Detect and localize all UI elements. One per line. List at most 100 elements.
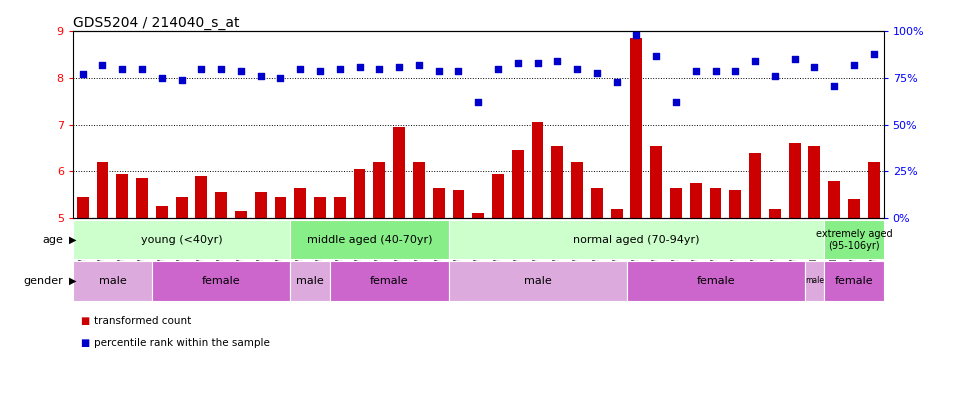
Text: male: male [98, 276, 126, 286]
Bar [670, 188, 682, 218]
Point [292, 66, 308, 72]
Bar [809, 146, 820, 218]
Point [649, 53, 664, 59]
Point [134, 66, 150, 72]
Point [727, 68, 743, 74]
Point [471, 99, 486, 105]
Bar [848, 199, 860, 218]
Bar [630, 39, 643, 218]
Text: female: female [370, 276, 409, 286]
Text: percentile rank within the sample: percentile rank within the sample [94, 338, 270, 348]
Point [352, 64, 367, 70]
Point [807, 64, 822, 70]
Bar [452, 190, 464, 218]
Bar [611, 209, 622, 218]
Bar [353, 169, 365, 218]
Text: female: female [835, 276, 873, 286]
Point [391, 64, 407, 70]
Point [233, 68, 249, 74]
Point [431, 68, 447, 74]
Bar [472, 213, 485, 218]
Text: transformed count: transformed count [94, 316, 191, 326]
Bar [824, 261, 884, 301]
Point [411, 62, 426, 68]
Bar [330, 261, 449, 301]
Point [846, 62, 861, 68]
Bar [77, 197, 88, 218]
Text: female: female [696, 276, 735, 286]
Bar [195, 176, 207, 218]
Text: male: male [296, 276, 324, 286]
Point [550, 58, 565, 64]
Point [688, 68, 704, 74]
Point [589, 69, 605, 75]
Point [214, 66, 229, 72]
Bar [651, 146, 662, 218]
Text: female: female [202, 276, 241, 286]
Bar [314, 197, 326, 218]
Text: ▶: ▶ [69, 235, 77, 245]
Text: middle aged (40-70yr): middle aged (40-70yr) [307, 235, 432, 245]
Point [510, 60, 525, 66]
Point [826, 83, 842, 89]
Point [313, 68, 328, 74]
Text: young (<40yr): young (<40yr) [141, 235, 222, 245]
Bar [449, 220, 824, 259]
Bar [235, 211, 247, 218]
Bar [824, 220, 884, 259]
Bar [393, 127, 405, 218]
Text: male: male [523, 276, 552, 286]
Bar [136, 178, 148, 218]
Point [530, 60, 546, 66]
Bar [689, 183, 702, 218]
Point [569, 66, 585, 72]
Point [708, 68, 723, 74]
Point [154, 75, 170, 81]
Text: extremely aged
(95-106yr): extremely aged (95-106yr) [816, 229, 892, 250]
Bar [275, 197, 286, 218]
Text: ▶: ▶ [69, 276, 77, 286]
Point [332, 66, 348, 72]
Point [748, 58, 763, 64]
Point [767, 73, 783, 79]
Bar [413, 162, 425, 218]
Text: GDS5204 / 214040_s_at: GDS5204 / 214040_s_at [73, 17, 239, 30]
Bar [868, 162, 880, 218]
Bar [290, 261, 330, 301]
Bar [626, 261, 805, 301]
Point [252, 73, 268, 79]
Point [490, 66, 506, 72]
Text: ■: ■ [81, 316, 90, 326]
Text: ■: ■ [81, 338, 90, 348]
Point [451, 68, 466, 74]
Text: gender: gender [23, 276, 63, 286]
Bar [294, 188, 306, 218]
Point [628, 32, 644, 38]
Bar [591, 188, 603, 218]
Bar [750, 153, 761, 218]
Bar [73, 261, 151, 301]
Bar [117, 174, 128, 218]
Point [668, 99, 684, 105]
Point [193, 66, 209, 72]
Point [787, 56, 802, 62]
Text: male: male [805, 277, 824, 285]
Bar [151, 261, 290, 301]
Point [95, 62, 111, 68]
Bar [492, 174, 504, 218]
Bar [334, 197, 346, 218]
Bar [254, 193, 267, 218]
Text: normal aged (70-94yr): normal aged (70-94yr) [573, 235, 700, 245]
Point [866, 51, 882, 57]
Bar [729, 190, 741, 218]
Bar [769, 209, 781, 218]
Bar [828, 181, 840, 218]
Bar [531, 123, 544, 218]
Point [75, 71, 90, 77]
Bar [96, 162, 109, 218]
Point [273, 75, 288, 81]
Bar [374, 162, 385, 218]
Bar [433, 188, 445, 218]
Point [174, 77, 189, 83]
Bar [73, 220, 290, 259]
